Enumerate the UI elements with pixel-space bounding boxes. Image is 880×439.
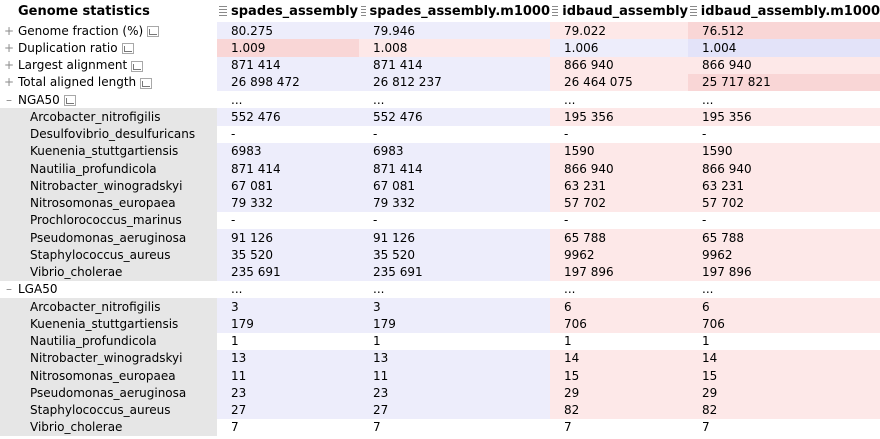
table-row: Nitrobacter_winogradskyi 67 081 67 081 6… (0, 177, 880, 195)
plot-icon[interactable] (147, 26, 160, 38)
table-row: Pseudomonas_aeruginosa 91 126 91 126 65 … (0, 229, 880, 247)
column-header-spades-assembly-m1000[interactable]: spades_assembly.m1000 (359, 0, 550, 22)
table-row: Kuenenia_stuttgartiensis 6983 6983 1590 … (0, 142, 880, 160)
drag-grip-icon[interactable] (690, 5, 697, 17)
table-row: Staphylococcus_aureus 35 520 35 520 9962… (0, 246, 880, 264)
plus-icon[interactable]: + (4, 58, 15, 73)
table-header: Genome statistics spades_assembly spades… (0, 0, 880, 22)
table-row: Nautilia_profundicola 871 414 871 414 86… (0, 160, 880, 178)
metric-row-genome-fraction[interactable]: + Genome fraction (%) 80.275 79.946 79.02… (0, 22, 880, 40)
table-row: Vibrio_cholerae 7 7 7 7 (0, 418, 880, 436)
table-row: Nautilia_profundicola 1 1 1 1 (0, 332, 880, 350)
metric-row-largest-alignment[interactable]: + Largest alignment 871 414 871 414 866 9… (0, 56, 880, 74)
header-title: Genome statistics (18, 3, 150, 19)
minus-icon[interactable]: – (6, 92, 12, 107)
table-row: Nitrosomonas_europaea 79 332 79 332 57 7… (0, 194, 880, 212)
table-row: Kuenenia_stuttgartiensis 179 179 706 706 (0, 315, 880, 333)
plot-icon[interactable] (63, 95, 76, 107)
table-row: Nitrosomonas_europaea 11 11 15 15 (0, 367, 880, 385)
table-row: Arcobacter_nitrofigilis 3 3 6 6 (0, 298, 880, 316)
table-row: Staphylococcus_aureus 27 27 82 82 (0, 401, 880, 419)
plus-icon[interactable]: + (4, 40, 15, 55)
metric-row-duplication-ratio[interactable]: + Duplication ratio 1.009 1.008 1.006 1.0… (0, 39, 880, 57)
table-row: Nitrobacter_winogradskyi 13 13 14 14 (0, 349, 880, 367)
plot-icon[interactable] (140, 77, 153, 89)
drag-grip-icon[interactable] (552, 5, 559, 17)
plot-icon[interactable] (131, 60, 144, 72)
group-row-nga50[interactable]: – NGA50 ... ... ... ... (6, 92, 714, 107)
drag-grip-icon[interactable] (361, 5, 366, 17)
column-header-idbaud-assembly[interactable]: idbaud_assembly (550, 0, 688, 22)
group-row-lga50[interactable]: – LGA50 ... ... ... ... (6, 282, 714, 297)
plot-icon[interactable] (121, 43, 134, 55)
plus-icon[interactable]: + (4, 75, 15, 90)
plus-icon[interactable]: + (4, 23, 15, 38)
metric-row-total-aligned-length[interactable]: + Total aligned length 26 898 472 26 812 … (0, 73, 880, 91)
column-header-idbaud-assembly-m1000[interactable]: idbaud_assembly.m1000 (688, 0, 880, 22)
table-row: Vibrio_cholerae 235 691 235 691 197 896 … (0, 263, 880, 281)
table-row: Desulfovibrio_desulfuricans - - - - (0, 125, 880, 143)
minus-icon[interactable]: – (6, 282, 12, 297)
table-row: Pseudomonas_aeruginosa 23 23 29 29 (0, 384, 880, 402)
drag-grip-icon[interactable] (219, 5, 227, 17)
column-header-spades-assembly[interactable]: spades_assembly (217, 0, 359, 22)
table-row: Prochlorococcus_marinus - - - - (0, 211, 880, 229)
table-row: Arcobacter_nitrofigilis 552 476 552 476 … (0, 108, 880, 126)
